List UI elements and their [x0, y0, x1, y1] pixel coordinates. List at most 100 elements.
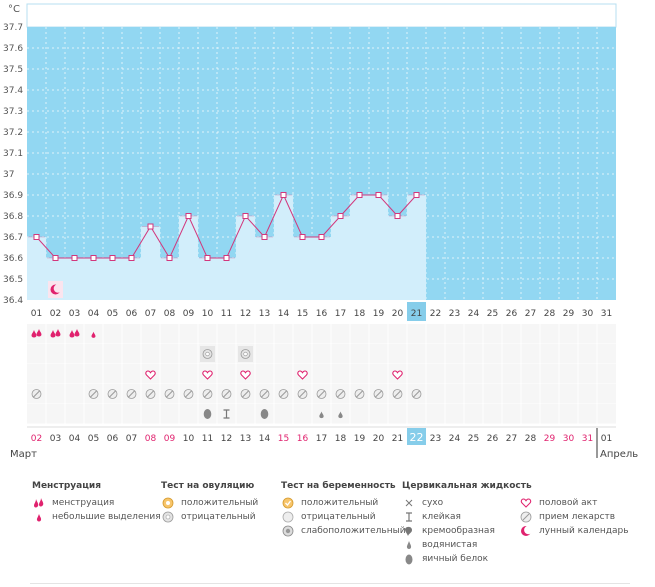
date-label: 30: [563, 434, 575, 444]
y-tick-label: 36.6: [3, 254, 23, 264]
creamy-icon: [260, 409, 269, 419]
cycle-day-label: 20: [392, 309, 404, 319]
y-tick-label: 37.5: [3, 65, 23, 75]
watery-icon: [402, 539, 416, 551]
cycle-day-label: 23: [449, 309, 460, 319]
y-tick-label: 36.8: [3, 212, 23, 222]
date-label: 20: [373, 434, 385, 444]
legend-label: кремообразная: [422, 526, 495, 536]
date-label: 26: [487, 434, 499, 444]
legend-cervical: Цервикальная жидкость сухо клейкая кремо…: [402, 481, 532, 566]
date-label: 22: [410, 431, 424, 444]
y-tick-label: 37.1: [3, 149, 23, 159]
y-tick-label: 36.7: [3, 233, 23, 243]
cycle-day-label: 07: [145, 309, 156, 319]
drop-heavy-icon: [31, 330, 37, 338]
cycle-day-label: 04: [88, 309, 100, 319]
temperature-point: [394, 213, 401, 219]
watery-icon: [319, 411, 324, 419]
date-label: 13: [240, 434, 251, 444]
date-label: 21: [392, 434, 403, 444]
y-tick-label: 36.4: [3, 296, 23, 306]
temperature-bar: [293, 237, 312, 300]
moon-icon-mask: [53, 284, 63, 293]
cycle-day-label: 10: [202, 309, 214, 319]
legend-label: клейкая: [422, 512, 461, 522]
month-start-label: Март: [10, 449, 37, 460]
legend-label: сухо: [422, 498, 444, 508]
temperature-point: [413, 192, 420, 198]
date-label: 09: [164, 434, 176, 444]
date-label: 19: [354, 434, 366, 444]
temperature-point: [33, 234, 40, 240]
drop-heavy-icon: [55, 329, 61, 337]
cycle-day-label: 12: [240, 309, 251, 319]
pregnancy-negative-icon: [281, 511, 295, 523]
temperature-point: [318, 234, 325, 240]
date-label: 18: [335, 434, 347, 444]
temperature-bar: [331, 216, 350, 300]
cycle-day-label: 06: [126, 309, 138, 319]
sticky-icon: [223, 409, 230, 419]
legend-title: Тест на овуляцию: [161, 481, 255, 491]
legend-label: прием лекарств: [539, 512, 616, 522]
temperature-point: [109, 255, 116, 261]
temperature-point: [280, 192, 287, 198]
cycle-day-label: 31: [601, 309, 612, 319]
creamy-icon: [203, 409, 212, 419]
cycle-day-label: 05: [107, 309, 118, 319]
legend-label: слабоположительный: [301, 526, 406, 536]
pill-line: [318, 390, 325, 398]
date-label: 24: [449, 434, 461, 444]
legend-ovulation: Тест на овуляцию положительный отрицател…: [161, 481, 258, 524]
y-tick-label: 37.6: [3, 44, 23, 54]
temperature-point: [166, 255, 173, 261]
cycle-day-label: 09: [183, 309, 195, 319]
month-end-label: Апрель: [600, 449, 638, 460]
temperature-bar: [141, 226, 160, 300]
legend-label: небольшие выделения: [52, 512, 161, 522]
cycle-day-label: 15: [297, 309, 308, 319]
date-label: 07: [126, 434, 137, 444]
temperature-bar: [122, 258, 141, 300]
test-positive-icon: [161, 497, 175, 509]
legend-label: положительный: [301, 498, 379, 508]
temperature-bar: [312, 237, 331, 300]
symptom-row: [27, 364, 616, 384]
pill-line: [204, 390, 211, 398]
pill-line: [413, 390, 420, 398]
legend-label: половой акт: [539, 498, 598, 508]
footer-divider: [30, 583, 630, 584]
pill-line: [128, 390, 135, 398]
pill-line: [261, 390, 268, 398]
date-label: 25: [468, 434, 479, 444]
temperature-bar: [369, 195, 388, 300]
pill-line: [90, 390, 97, 398]
temperature-bar: [27, 237, 46, 300]
test-negative-center: [243, 351, 248, 357]
date-label: 15: [278, 434, 289, 444]
pill-line: [185, 390, 192, 398]
date-label: 02: [31, 434, 42, 444]
moon-icon: [519, 525, 533, 537]
temperature-point: [71, 255, 78, 261]
pill-line: [109, 390, 116, 398]
pill-line: [356, 390, 363, 398]
legend-title: Тест на беременность: [281, 481, 396, 491]
y-tick-label: 37.4: [3, 86, 23, 96]
plot-top-area: [26, 3, 617, 28]
pill-line: [280, 390, 287, 398]
pill-line: [337, 390, 344, 398]
pill-line: [299, 390, 306, 398]
symptom-row: [27, 344, 616, 364]
temperature-point: [128, 255, 135, 261]
sticky-icon: [402, 511, 416, 523]
date-label: 06: [107, 434, 119, 444]
pregnancy-weak-icon: [281, 525, 295, 537]
cycle-day-label: 01: [31, 309, 42, 319]
temperature-point: [204, 255, 211, 261]
today-cycle-highlight: [407, 302, 426, 321]
temperature-bar: [407, 195, 426, 300]
y-tick-label: 37: [3, 170, 14, 180]
y-tick-label: 37.7: [3, 23, 23, 33]
